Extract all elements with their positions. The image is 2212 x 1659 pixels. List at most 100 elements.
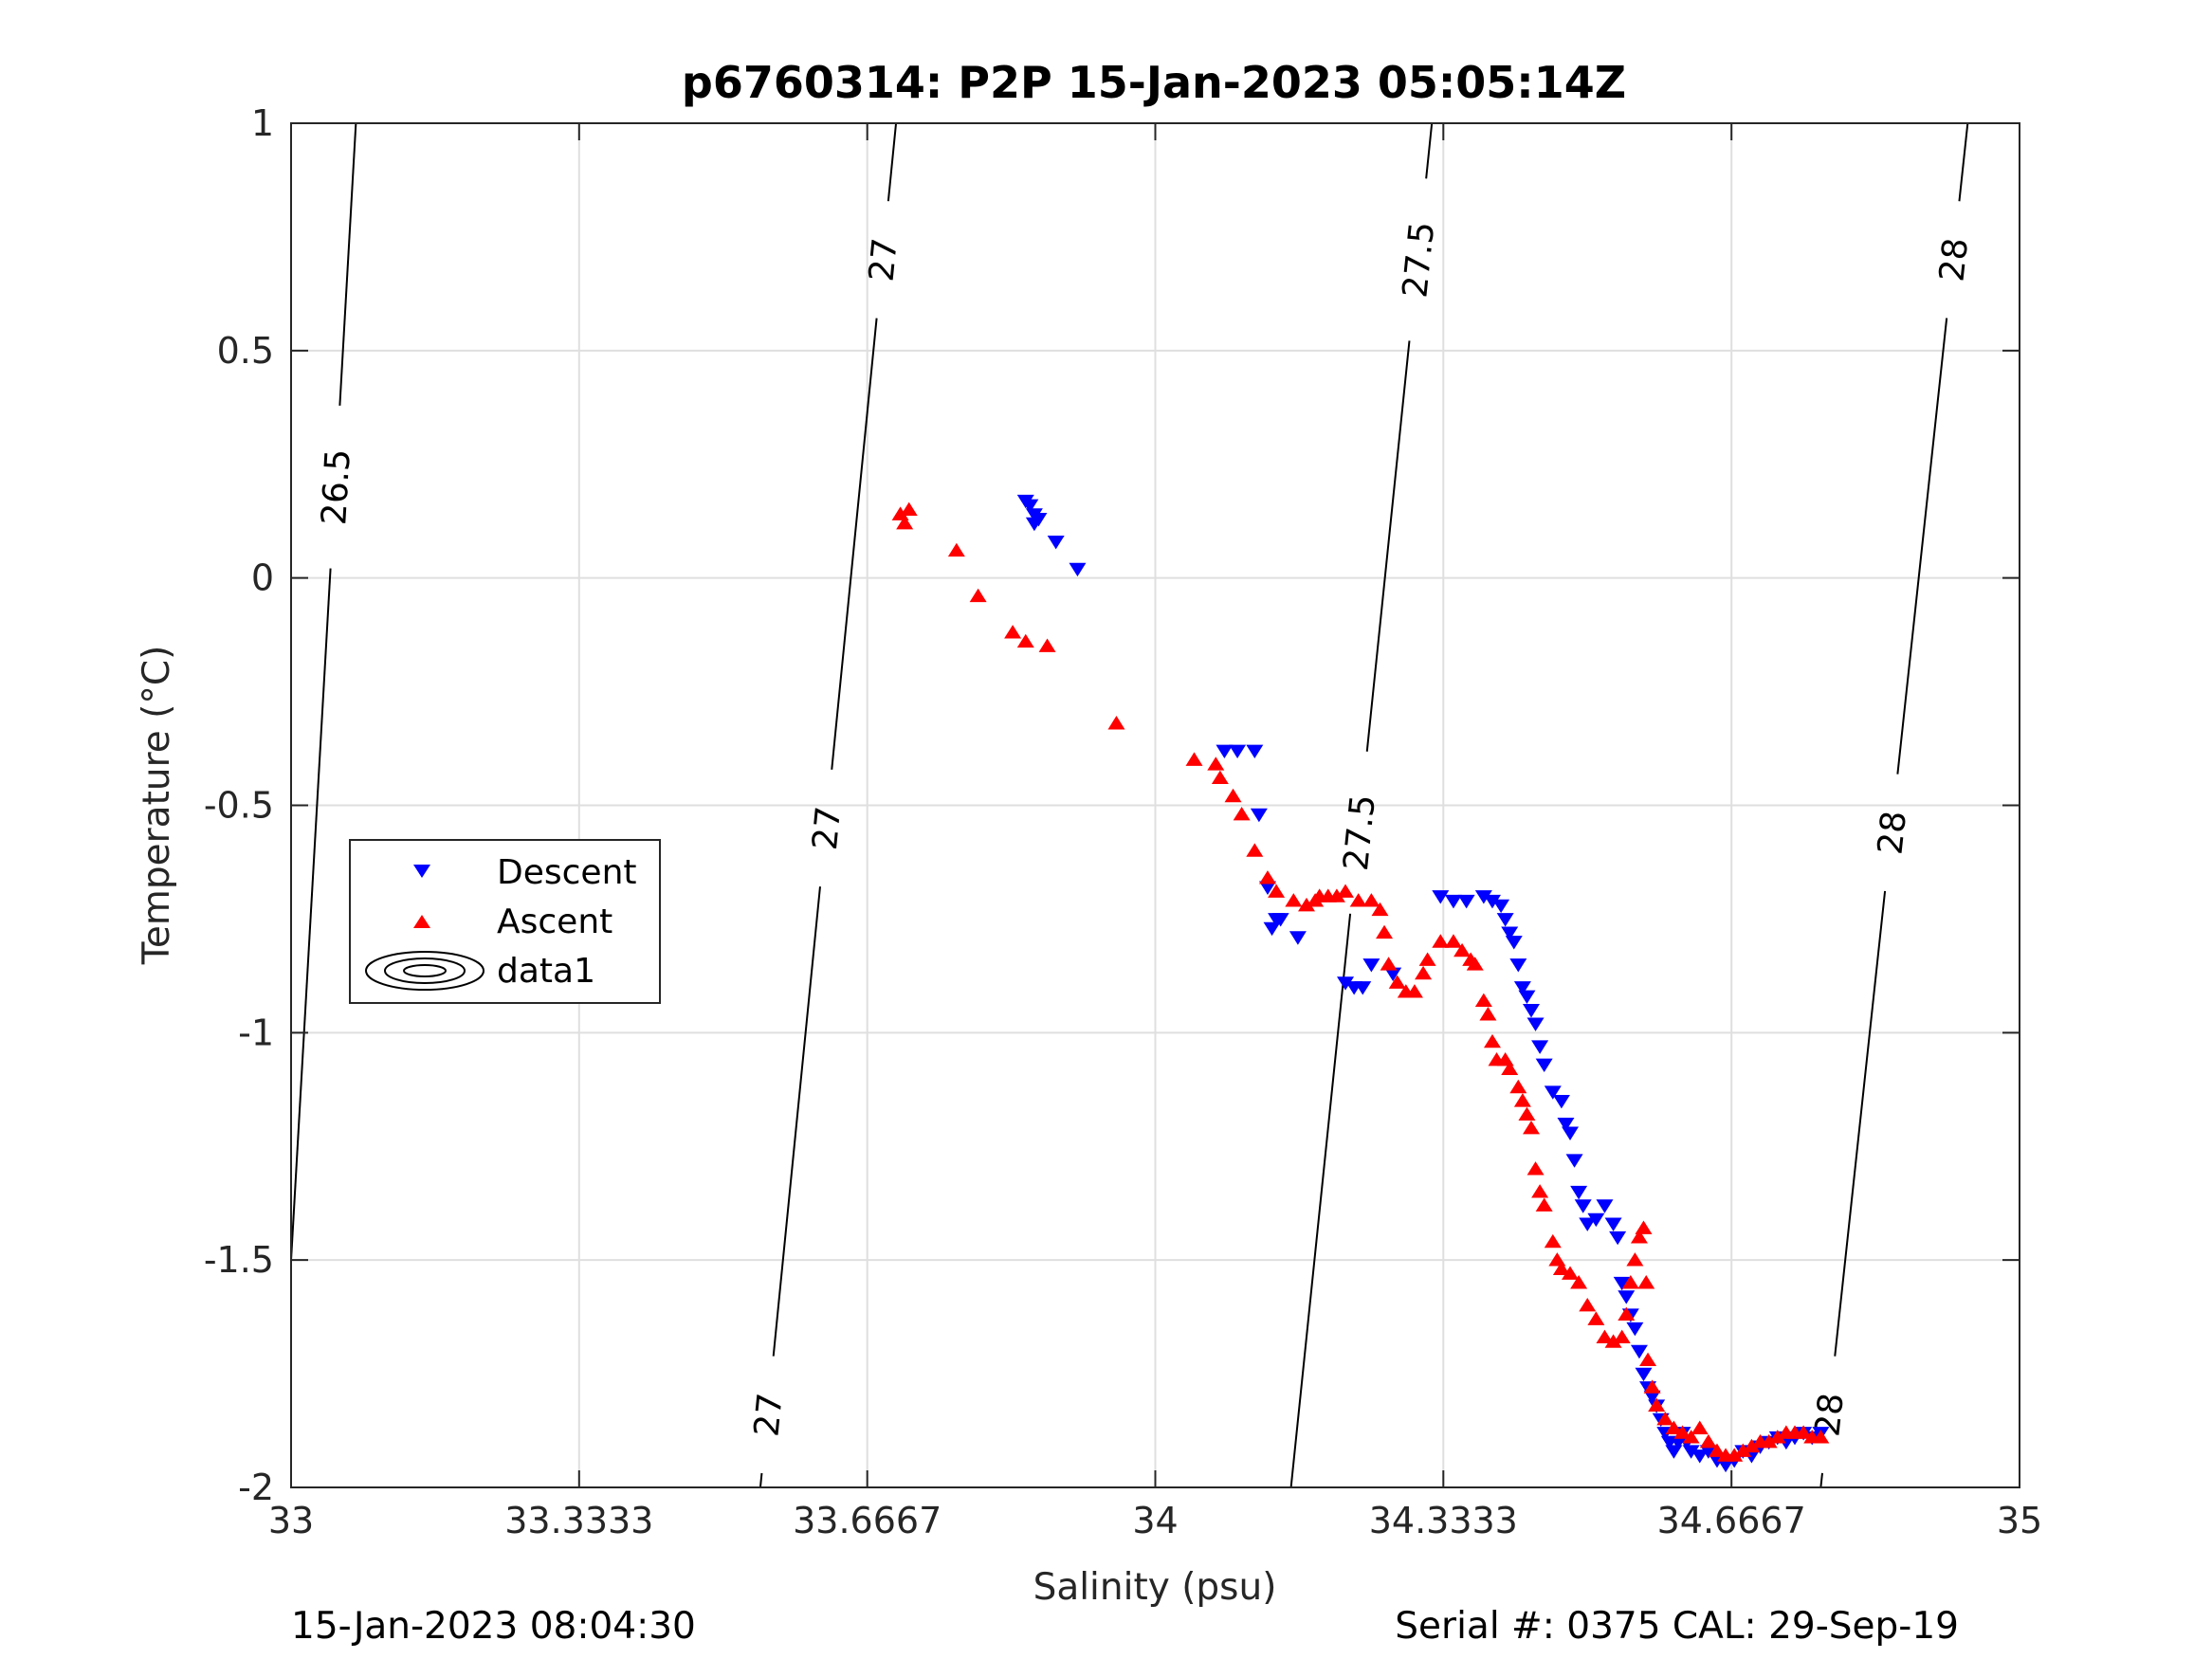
ascent-point [1483,1033,1501,1048]
descent-point [1384,967,1402,982]
ascent-point [1207,757,1225,771]
ascent-point [1509,1079,1527,1094]
descent-point [1609,1231,1627,1246]
ascent-point [1337,884,1355,898]
ascent-point [1637,1275,1655,1289]
ascent-point [1768,1430,1786,1444]
descent-point [1289,931,1307,945]
density-contour-label: 28 [1932,236,1976,283]
y-axis-label: Temperature (°C) [136,646,178,966]
density-contour-line [1289,913,1352,1488]
descent-point [1246,744,1264,759]
ascent-point [1285,893,1303,907]
density-contour-label: 27.5 [1337,793,1383,872]
descent-point [1337,976,1355,991]
descent-point [1579,1217,1597,1231]
ascent-point [1673,1425,1691,1439]
descent-point [1643,1390,1661,1405]
legend-ascent-marker [413,915,430,928]
descent-point [1258,881,1276,895]
descent-point [1565,1154,1583,1168]
ascent-point [1626,1252,1644,1267]
descent-point [1613,1276,1631,1291]
density-contour-label: 26.5 [315,448,357,526]
ascent-point [1298,897,1316,912]
ascent-point [1233,806,1251,821]
density-contour-label: 27.5 [1396,220,1442,300]
ascent-point [1107,716,1125,730]
descent-point [1574,1199,1592,1213]
ascent-point [1415,965,1433,980]
ascent-point [1258,870,1276,884]
density-contour-line [831,318,878,770]
ascent-point [1405,984,1423,998]
ascent-point [1760,1433,1778,1449]
density-contour-line [887,122,898,202]
legend-descent-marker [413,865,430,878]
density-contour-label: 28 [1871,809,1914,856]
ascent-point [1349,893,1367,907]
ascent-point [1562,1266,1580,1280]
ascent-point [1362,893,1380,907]
descent-point [1635,1367,1653,1382]
descent-point [1474,890,1492,904]
descent-point [1596,1199,1614,1213]
ascent-point [1613,1329,1631,1344]
ascent-point [947,542,965,557]
ascent-point [1479,1007,1497,1021]
descent-point [1505,936,1523,950]
legend-descent-label: Descent [497,853,637,892]
legend-contour-label: data1 [497,952,595,991]
descent-point [1691,1449,1709,1464]
descent-point [1362,958,1380,973]
ascent-point [1380,957,1398,971]
ascent-point [1795,1425,1813,1439]
descent-point [1509,958,1527,973]
ascent-point [1635,1220,1653,1234]
ascent-point [1466,957,1484,971]
descent-point [1587,1212,1605,1228]
ascent-point [1708,1443,1726,1457]
y-tick-label: 0 [251,557,274,599]
y-tick-label: -0.5 [204,785,274,827]
descent-point [1030,513,1048,527]
ascent-point [1552,1261,1570,1276]
descent-point [1535,1058,1553,1073]
x-tick-label: 33 [268,1500,314,1541]
descent-point [1531,1040,1549,1054]
ascent-point [1570,1275,1588,1289]
descent-point [1229,744,1247,759]
ascent-point [1518,1106,1536,1121]
ascent-point [1682,1430,1700,1444]
density-contour-line [1834,890,1887,1357]
descent-point [1544,1085,1562,1100]
descent-point [1069,562,1087,577]
descent-point [1250,808,1268,823]
descent-point [1457,894,1475,909]
descent-point [1604,1217,1622,1231]
y-tick-label: -1 [238,1012,274,1053]
ascent-point [1004,625,1022,639]
descent-point [1699,1445,1717,1459]
density-contour-line [1819,1472,1823,1488]
ascent-point [1639,1352,1657,1366]
x-tick-label: 35 [1997,1500,2042,1541]
descent-point [1047,535,1065,550]
ascent-point [1388,975,1406,989]
descent-point [1501,926,1519,940]
ascent-point [1526,1161,1545,1176]
ascent-point [1743,1438,1761,1453]
density-contour-line [1365,340,1411,752]
ascent-point [1643,1379,1661,1394]
descent-point [1626,1322,1644,1337]
ascent-point [900,501,918,517]
ascent-point [1474,993,1492,1008]
descent-point [1682,1445,1700,1459]
y-tick-label: -2 [238,1467,274,1508]
ascent-point [1596,1329,1614,1344]
descent-point [1496,913,1514,927]
density-contour-line [1425,122,1434,179]
y-tick-label: 0.5 [217,330,274,372]
density-contour-label: 27 [863,236,905,283]
